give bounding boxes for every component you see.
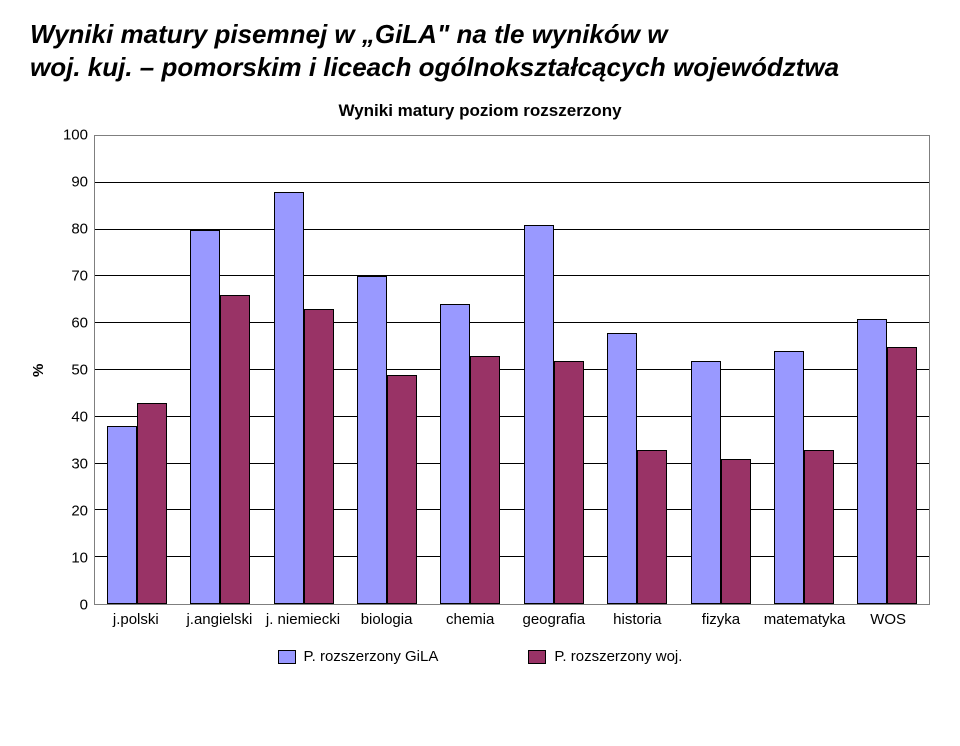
bar	[524, 225, 554, 604]
x-tick-label: chemia	[428, 611, 512, 628]
legend: P. rozszerzony GiLA P. rozszerzony woj.	[30, 648, 930, 665]
chart-title: Wyniki matury poziom rozszerzony	[30, 101, 930, 121]
bar-group	[262, 136, 345, 604]
bar	[691, 361, 721, 604]
bar	[857, 319, 887, 604]
bar	[274, 192, 304, 604]
y-tick: 90	[71, 174, 88, 191]
bar	[554, 361, 584, 604]
y-tick: 50	[71, 362, 88, 379]
bar-group	[512, 136, 595, 604]
legend-swatch-gila	[278, 650, 296, 664]
bar-groups	[95, 136, 929, 604]
title-line1: Wyniki matury pisemnej w „GiLA" na tle w…	[30, 19, 667, 49]
bar	[721, 459, 751, 604]
chart-area: % 0102030405060708090100	[30, 135, 930, 605]
y-axis-ticks: 0102030405060708090100	[52, 135, 94, 605]
bar-group	[429, 136, 512, 604]
y-tick: 40	[71, 409, 88, 426]
y-axis-label: %	[30, 135, 52, 605]
x-tick-label: historia	[596, 611, 680, 628]
x-tick-label: geografia	[512, 611, 596, 628]
bar	[357, 276, 387, 604]
x-axis-labels: j.polskij.angielskij. niemieckibiologiac…	[94, 611, 930, 628]
y-tick: 80	[71, 221, 88, 238]
bar	[304, 309, 334, 604]
bar-group	[95, 136, 178, 604]
legend-label-gila: P. rozszerzony GiLA	[304, 648, 439, 665]
bar	[637, 450, 667, 604]
page-title: Wyniki matury pisemnej w „GiLA" na tle w…	[30, 18, 930, 83]
y-tick: 0	[80, 597, 88, 614]
bar-group	[178, 136, 261, 604]
bar	[804, 450, 834, 604]
bar	[774, 351, 804, 604]
legend-item-woj: P. rozszerzony woj.	[528, 648, 682, 665]
bar-group	[345, 136, 428, 604]
y-tick: 100	[63, 127, 88, 144]
legend-label-woj: P. rozszerzony woj.	[554, 648, 682, 665]
bar-group	[679, 136, 762, 604]
bar-group	[846, 136, 929, 604]
plot-area	[94, 135, 930, 605]
y-tick: 30	[71, 456, 88, 473]
bar-group	[595, 136, 678, 604]
bar	[470, 356, 500, 604]
bar	[220, 295, 250, 604]
bar	[607, 333, 637, 604]
x-tick-label: matematyka	[763, 611, 847, 628]
bar	[107, 426, 137, 604]
x-tick-label: fizyka	[679, 611, 763, 628]
y-tick: 20	[71, 503, 88, 520]
x-tick-label: j.polski	[94, 611, 178, 628]
x-tick-label: j.angielski	[178, 611, 262, 628]
title-line2: woj. kuj. – pomorskim i liceach ogólnoks…	[30, 52, 839, 82]
x-tick-label: biologia	[345, 611, 429, 628]
legend-item-gila: P. rozszerzony GiLA	[278, 648, 439, 665]
bar	[887, 347, 917, 604]
x-tick-label: WOS	[846, 611, 930, 628]
y-tick: 70	[71, 268, 88, 285]
y-tick: 60	[71, 315, 88, 332]
bar	[190, 230, 220, 604]
legend-swatch-woj	[528, 650, 546, 664]
bar	[137, 403, 167, 604]
y-tick: 10	[71, 550, 88, 567]
bar	[440, 304, 470, 604]
bar-group	[762, 136, 845, 604]
x-tick-label: j. niemiecki	[261, 611, 345, 628]
bar	[387, 375, 417, 604]
